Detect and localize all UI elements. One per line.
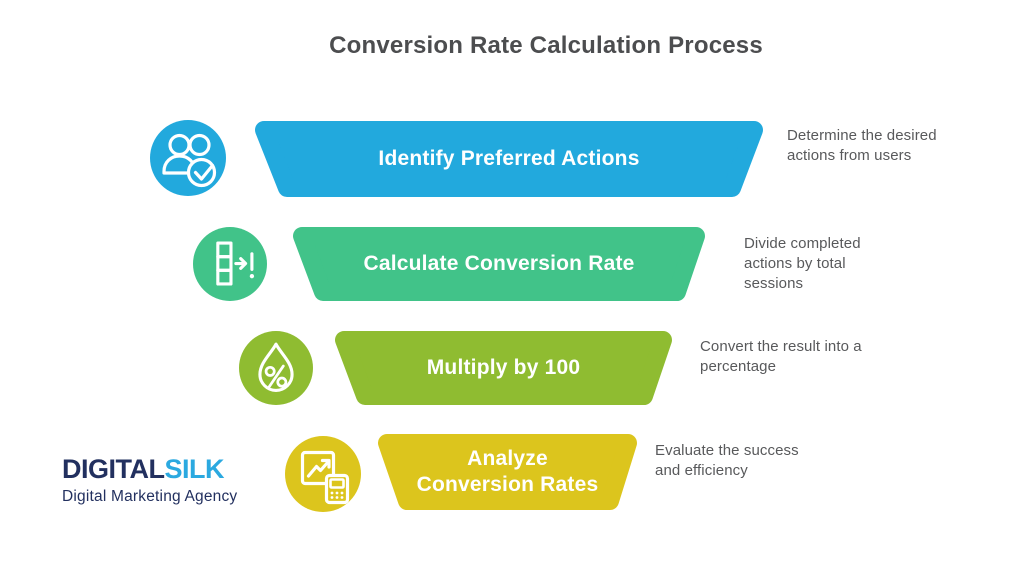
chart-calculator-icon [285,436,361,512]
chart-calculator-glyph [300,450,350,505]
brand-secondary: SILK [164,454,224,484]
brand-logo: DIGITALSILK Digital Marketing Agency [62,454,237,506]
step-description-2: Divide completed actions by total sessio… [744,235,861,292]
list-arrow-alert-icon [193,227,267,301]
droplet-percent-icon [239,331,313,405]
brand-tagline: Digital Marketing Agency [62,488,238,505]
step-label-1: Identify Preferred Actions [378,146,640,170]
list-arrow-alert-glyph [216,241,255,286]
funnel-segment-2 [293,227,705,301]
step-description-3: Convert the result into a percentage [700,338,862,375]
funnel-segment-4 [378,434,637,510]
droplet-percent-glyph [258,342,294,392]
users-check-glyph [162,133,217,188]
funnel-segment-3 [335,331,672,405]
step-description-1: Determine the desired actions from users [787,127,937,164]
users-check-icon [150,120,226,196]
step-label-3: Multiply by 100 [426,355,581,379]
brand-primary: DIGITAL [62,454,165,484]
step-label-4: Analyze Conversion Rates [416,446,599,496]
funnel-segment-1 [255,121,763,197]
step-label-2: Calculate Conversion Rate [363,251,635,275]
page-title: Conversion Rate Calculation Process [329,32,763,59]
brand-wordmark: DIGITALSILK [62,454,237,485]
step-description-4: Evaluate the success and efficiency [655,442,799,479]
